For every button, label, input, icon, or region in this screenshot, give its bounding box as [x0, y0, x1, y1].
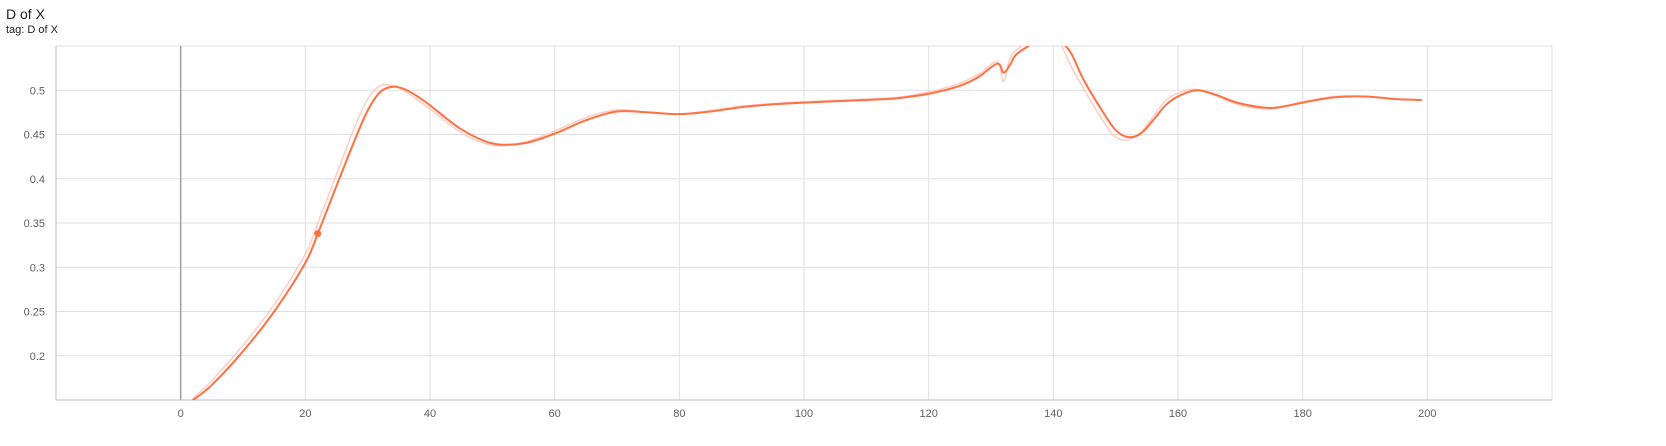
y-tick-label: 0.25 [24, 307, 45, 319]
tick-labels: 0 20 40 60 80 100 120 140 160 180 200 0.2 0.25 0.3 0.3… [24, 85, 1437, 420]
smoothed-series-line [192, 46, 1423, 400]
chart-tag-subtitle: tag: D of X [6, 24, 58, 36]
axes [55, 46, 1552, 401]
grid-lines [56, 45, 1553, 400]
y-tick-label: 0.3 [30, 262, 45, 274]
x-tick-label: 180 [1293, 408, 1311, 420]
x-tick-label: 200 [1418, 408, 1436, 420]
y-tick-label: 0.4 [30, 174, 45, 186]
x-tick-label: 20 [299, 408, 311, 420]
x-tick-label: 0 [178, 408, 184, 420]
points [314, 230, 322, 238]
chart-title: D of X [6, 6, 45, 22]
hover-point-marker [314, 230, 322, 238]
x-tick-label: 80 [673, 408, 685, 420]
x-tick-label: 160 [1169, 408, 1187, 420]
x-tick-label: 140 [1044, 408, 1062, 420]
y-tick-label: 0.5 [30, 85, 45, 97]
y-tick-label: 0.35 [24, 218, 45, 230]
series-lines [192, 46, 1423, 400]
y-tick-label: 0.45 [24, 130, 45, 142]
raw-series-line [192, 46, 1422, 399]
x-tick-label: 40 [424, 408, 436, 420]
x-tick-label: 60 [549, 408, 561, 420]
x-tick-label: 100 [795, 408, 813, 420]
x-tick-label: 120 [919, 408, 937, 420]
y-tick-label: 0.2 [30, 351, 45, 363]
